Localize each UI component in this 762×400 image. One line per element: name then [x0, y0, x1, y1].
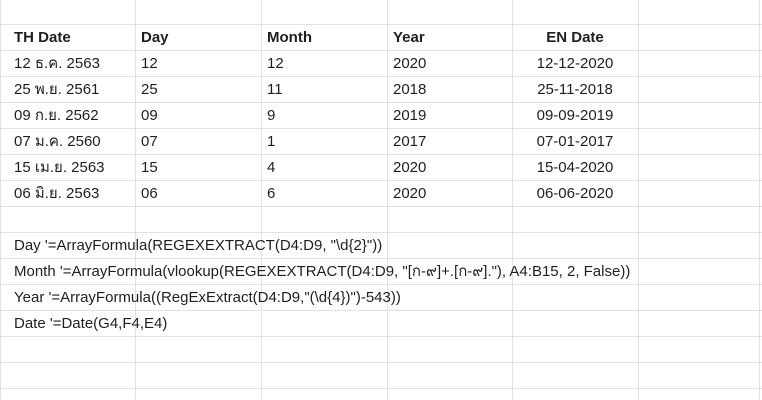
grid-row-line — [0, 50, 762, 51]
cell-day[interactable]: 07 — [141, 133, 158, 150]
grid-row-line — [0, 180, 762, 181]
grid-row-line — [0, 388, 762, 389]
cell-year[interactable]: 2018 — [393, 81, 427, 98]
grid-column-line — [0, 0, 1, 400]
grid-row-line — [0, 76, 762, 77]
grid-row-line — [0, 362, 762, 363]
cell-month[interactable]: 4 — [267, 159, 276, 176]
header-cell-month[interactable]: Month — [267, 29, 312, 46]
cell-day[interactable]: 09 — [141, 107, 158, 124]
grid-row-line — [0, 206, 762, 207]
cell-month[interactable]: 1 — [267, 133, 276, 150]
cell-en-date[interactable]: 12-12-2020 — [536, 55, 614, 72]
cell-day[interactable]: 25 — [141, 81, 158, 98]
grid-column-line — [261, 0, 262, 400]
cell-en-date[interactable]: 15-04-2020 — [536, 159, 614, 176]
cell-th-date[interactable]: 06 มิ.ย. 2563 — [14, 185, 100, 202]
formula-note-day[interactable]: Day '=ArrayFormula(REGEXEXTRACT(D4:D9, "… — [14, 237, 383, 254]
cell-month[interactable]: 6 — [267, 185, 276, 202]
formula-note-date[interactable]: Date '=Date(G4,F4,E4) — [14, 315, 168, 332]
grid-row-line — [0, 232, 762, 233]
cell-th-date[interactable]: 25 พ.ย. 2561 — [14, 81, 100, 98]
formula-note-year[interactable]: Year '=ArrayFormula((RegExExtract(D4:D9,… — [14, 289, 401, 306]
cell-th-date[interactable]: 07 ม.ค. 2560 — [14, 133, 101, 150]
grid-row-line — [0, 24, 762, 25]
cell-th-date[interactable]: 09 ก.ย. 2562 — [14, 107, 99, 124]
cell-th-date[interactable]: 12 ธ.ค. 2563 — [14, 55, 100, 72]
grid-row-line — [0, 284, 762, 285]
formula-note-month[interactable]: Month '=ArrayFormula(vlookup(REGEXEXTRAC… — [14, 263, 631, 280]
grid-row-line — [0, 154, 762, 155]
grid-column-line — [512, 0, 513, 400]
cell-month[interactable]: 11 — [267, 81, 283, 98]
cell-year[interactable]: 2017 — [393, 133, 427, 150]
cell-year[interactable]: 2019 — [393, 107, 427, 124]
grid-row-line — [0, 336, 762, 337]
cell-day[interactable]: 15 — [141, 159, 158, 176]
cell-en-date[interactable]: 09-09-2019 — [536, 107, 614, 124]
cell-month[interactable]: 9 — [267, 107, 276, 124]
header-cell-th-date[interactable]: TH Date — [14, 29, 71, 46]
cell-en-date[interactable]: 06-06-2020 — [536, 185, 614, 202]
cell-year[interactable]: 2020 — [393, 55, 427, 72]
grid-column-line — [135, 0, 136, 400]
cell-en-date[interactable]: 25-11-2018 — [537, 81, 613, 98]
cell-th-date[interactable]: 15 เม.ย. 2563 — [14, 159, 105, 176]
cell-year[interactable]: 2020 — [393, 159, 427, 176]
cell-month[interactable]: 12 — [267, 55, 284, 72]
header-cell-year[interactable]: Year — [393, 29, 425, 46]
grid-column-line — [638, 0, 639, 400]
grid-row-line — [0, 102, 762, 103]
grid-row-line — [0, 258, 762, 259]
grid-row-line — [0, 310, 762, 311]
cell-day[interactable]: 12 — [141, 55, 158, 72]
header-cell-en-date[interactable]: EN Date — [546, 29, 604, 46]
grid-row-line — [0, 128, 762, 129]
grid-column-line — [387, 0, 388, 400]
cell-year[interactable]: 2020 — [393, 185, 427, 202]
cell-en-date[interactable]: 07-01-2017 — [536, 133, 614, 150]
header-cell-day[interactable]: Day — [141, 29, 169, 46]
cell-day[interactable]: 06 — [141, 185, 158, 202]
grid-column-line — [759, 0, 760, 400]
